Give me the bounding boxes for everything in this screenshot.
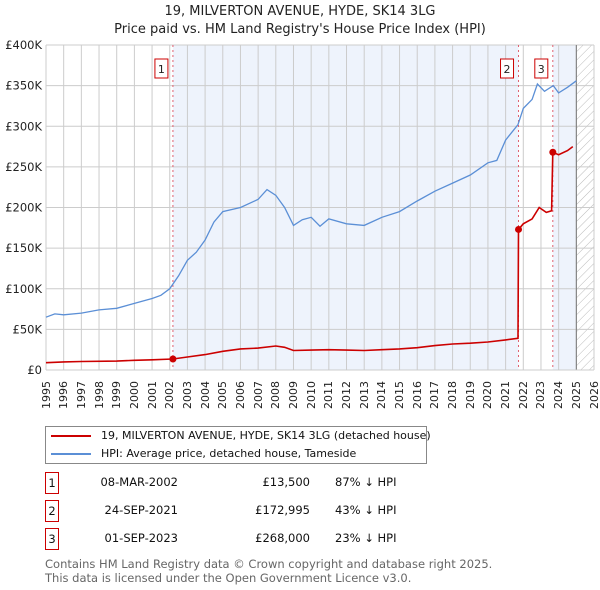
x-tick-label: 2015 <box>393 381 407 409</box>
x-tick-label: 2000 <box>127 381 141 409</box>
sale-date: 08-MAR-2002 <box>100 475 178 489</box>
sale-hpi-diff: 43% ↓ HPI <box>335 503 397 517</box>
x-tick-label: 2021 <box>499 381 513 409</box>
x-tick-label: 1995 <box>39 381 53 409</box>
x-tick-label: 2005 <box>216 381 230 409</box>
sale-label: 3 <box>538 63 545 76</box>
y-tick-label: £150K <box>5 241 42 255</box>
x-tick-label: 2023 <box>534 381 548 409</box>
legend-label-property: 19, MILVERTON AVENUE, HYDE, SK14 3LG (de… <box>101 429 431 442</box>
sale-label: 1 <box>158 63 165 76</box>
sale-hpi-diff: 23% ↓ HPI <box>335 531 397 545</box>
x-tick-label: 2012 <box>340 381 354 409</box>
x-tick-label: 2010 <box>304 381 318 409</box>
sale-number: 2 <box>45 500 59 522</box>
x-tick-label: 2007 <box>251 381 265 409</box>
x-tick-label: 2018 <box>446 381 460 409</box>
y-tick-label: £300K <box>5 119 42 133</box>
x-tick-label: 2017 <box>428 381 442 409</box>
x-tick-label: 2008 <box>269 381 283 409</box>
x-tick-label: 2020 <box>481 381 495 409</box>
x-tick-label: 1999 <box>110 381 124 409</box>
x-tick-label: 2025 <box>569 381 583 409</box>
x-tick-label: 1996 <box>57 381 71 409</box>
x-tick-label: 2024 <box>552 381 566 409</box>
x-tick-label: 2001 <box>145 381 159 409</box>
legend-swatch-hpi <box>51 453 91 455</box>
x-tick-label: 2016 <box>410 381 424 409</box>
sale-price: £172,995 <box>255 503 310 517</box>
y-tick-label: £350K <box>5 79 42 93</box>
x-tick-label: 2019 <box>463 381 477 409</box>
y-tick-label: £400K <box>5 38 42 52</box>
y-tick-label: £50K <box>13 322 43 336</box>
x-tick-label: 2013 <box>357 381 371 409</box>
legend: 19, MILVERTON AVENUE, HYDE, SK14 3LG (de… <box>45 426 431 464</box>
x-tick-label: 2022 <box>516 381 530 409</box>
x-tick-label: 2014 <box>375 381 389 409</box>
x-tick-label: 2006 <box>233 381 247 409</box>
chart-subtitle: Price paid vs. HM Land Registry's House … <box>114 22 486 37</box>
price-chart: £0 £50K £100K £150K £200K £250K £300K £350K £400… <box>5 38 595 377</box>
sale-hpi-diff: 87% ↓ HPI <box>335 475 397 489</box>
sale-label-box <box>534 58 549 79</box>
x-tick-label: 2004 <box>198 381 212 409</box>
y-tick-label: £100K <box>5 282 42 296</box>
sale-number: 1 <box>45 472 59 494</box>
x-tick-label: 2011 <box>322 381 336 409</box>
chart-title: 19, MILVERTON AVENUE, HYDE, SK14 3LG <box>164 4 436 19</box>
x-tick-label: 2002 <box>163 381 177 409</box>
sale-price: £13,500 <box>262 475 310 489</box>
sale-point <box>169 355 177 363</box>
sale-point <box>515 225 523 233</box>
footer-line-2: This data is licensed under the Open Gov… <box>45 571 412 585</box>
footer-line-1: Contains HM Land Registry data © Crown c… <box>45 557 493 571</box>
sale-number: 3 <box>45 528 59 550</box>
x-tick-label: 1997 <box>74 381 88 409</box>
y-tick-label: £250K <box>5 160 42 174</box>
y-tick-label: £200K <box>5 201 42 215</box>
sale-point <box>549 148 557 156</box>
footer: Contains HM Land Registry data © Crown c… <box>45 557 492 585</box>
x-tick-label: 1998 <box>92 381 106 409</box>
legend-swatch-property <box>51 435 91 437</box>
x-tick-label: 2026 <box>587 381 600 409</box>
sale-label: 2 <box>504 63 511 76</box>
hpi-line <box>45 80 577 318</box>
sale-row: 1 08-MAR-2002 £13,500 87% ↓ HPI <box>45 472 425 494</box>
y-tick-label: £0 <box>27 363 42 377</box>
sale-date: 01-SEP-2023 <box>104 531 178 545</box>
sale-row: 2 24-SEP-2021 £172,995 43% ↓ HPI <box>45 500 425 522</box>
sale-label-box <box>154 58 169 79</box>
sale-row: 3 01-SEP-2023 £268,000 23% ↓ HPI <box>45 528 425 550</box>
sale-label-box <box>500 58 515 79</box>
x-tick-label: 2009 <box>286 381 300 409</box>
x-tick-label: 2003 <box>180 381 194 409</box>
legend-label-hpi: HPI: Average price, detached house, Tame… <box>101 447 357 460</box>
sale-date: 24-SEP-2021 <box>104 503 178 517</box>
sale-price: £268,000 <box>255 531 310 545</box>
